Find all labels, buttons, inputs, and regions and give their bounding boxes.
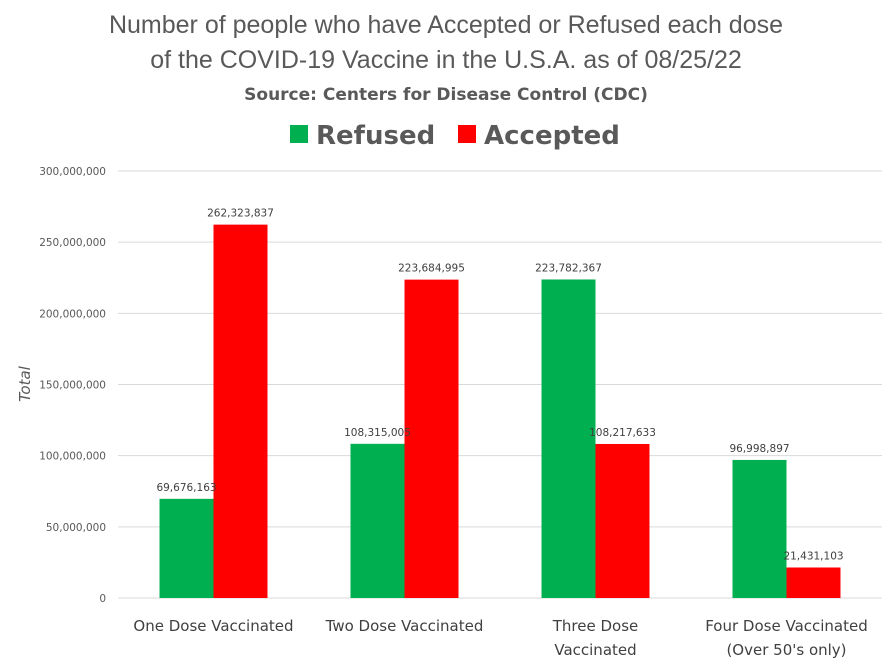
legend-swatch-refused (290, 125, 308, 143)
data-label-accepted: 108,217,633 (589, 427, 656, 439)
y-tick-label: 300,000,000 (39, 166, 106, 178)
chart-title-line-1: Number of people who have Accepted or Re… (109, 11, 783, 39)
legend-label-accepted: Accepted (484, 121, 620, 151)
data-label-accepted: 223,684,995 (398, 263, 465, 275)
y-tick-label: 100,000,000 (39, 451, 106, 463)
chart-title-line-2: of the COVID-19 Vaccine in the U.S.A. as… (150, 46, 742, 74)
bar-refused (732, 459, 787, 598)
data-labels: 69,676,163 262,323,837 108,315,005 223,684,… (156, 208, 843, 563)
legend-label-refused: Refused (316, 121, 435, 151)
category-label: (Over 50's only) (726, 641, 846, 659)
data-label-refused: 108,315,005 (344, 427, 411, 439)
bar-refused (541, 279, 596, 598)
data-label-accepted: 21,431,103 (783, 550, 843, 562)
y-axis-label: Total (16, 365, 34, 402)
legend-swatch-accepted (458, 125, 476, 143)
category-label: Vaccinated (554, 641, 636, 659)
bar-accepted (595, 443, 650, 598)
y-tick-label: 150,000,000 (39, 380, 106, 392)
bar-accepted (213, 224, 268, 598)
bar-accepted (786, 567, 841, 598)
category-label: Three Dose (552, 617, 639, 635)
category-label: Four Dose Vaccinated (705, 617, 868, 635)
y-tick-label: 200,000,000 (39, 308, 106, 320)
bar-refused (159, 498, 214, 598)
data-label-refused: 223,782,367 (535, 262, 602, 274)
category-label: One Dose Vaccinated (133, 617, 293, 635)
bar-refused (350, 443, 405, 598)
data-label-refused: 96,998,897 (729, 443, 789, 455)
y-tick-label: 250,000,000 (39, 237, 106, 249)
y-tick-label: 50,000,000 (46, 522, 106, 534)
data-label-accepted: 262,323,837 (207, 208, 274, 220)
category-label: Two Dose Vaccinated (325, 617, 484, 635)
bar-accepted (404, 279, 459, 598)
y-axis-ticks: 0 50,000,000 100,000,000 150,000,000 200,000… (39, 166, 106, 605)
data-label-refused: 69,676,163 (156, 482, 216, 494)
x-axis-categories: One Dose Vaccinated Two Dose Vaccinated Th… (133, 617, 867, 659)
bars (159, 224, 841, 598)
chart-subtitle: Source: Centers for Disease Control (CDC… (244, 85, 648, 105)
y-tick-label: 0 (99, 593, 106, 605)
legend: Refused Accepted (290, 121, 620, 151)
